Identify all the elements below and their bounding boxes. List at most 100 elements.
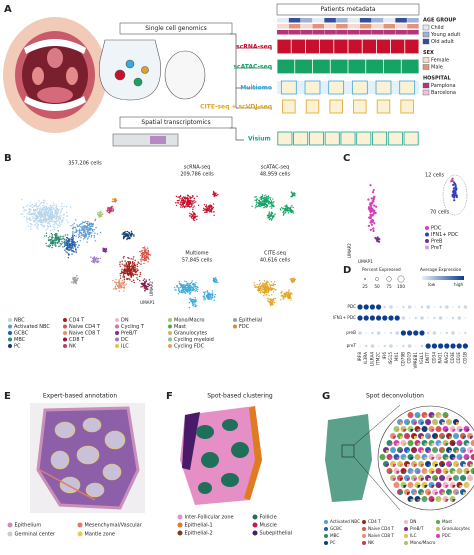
cell-point (33, 217, 36, 219)
size-tick: 50 (374, 284, 380, 289)
cell-point (212, 293, 214, 296)
cell-point (141, 283, 143, 286)
cell-point (125, 266, 127, 268)
spot-slice (400, 450, 403, 453)
cell-point (123, 278, 126, 281)
cell-point (51, 239, 53, 241)
dot (433, 316, 436, 320)
spot-slice (410, 443, 414, 446)
spot-slice (396, 429, 400, 432)
cell-point (290, 279, 292, 281)
cell-point (48, 219, 50, 221)
cell-point (135, 265, 137, 267)
cell-point (65, 211, 68, 214)
spot-slice (407, 436, 410, 439)
size-tick: 75 (386, 284, 392, 289)
sample-block (399, 80, 416, 95)
cell-point (37, 220, 39, 222)
legend-dot (115, 344, 119, 348)
legend-dot (404, 527, 408, 531)
cell-point (51, 235, 53, 237)
cell-point (145, 279, 147, 281)
cell-point (266, 280, 268, 283)
cell-point (73, 251, 75, 253)
cell-point (286, 295, 288, 298)
cell-point (451, 177, 454, 180)
cell-point (262, 286, 265, 289)
cell-point (75, 281, 77, 283)
cell-point (131, 268, 134, 270)
spot-slice (463, 436, 466, 439)
sample-block (390, 39, 405, 54)
cell-point (182, 291, 185, 293)
cell-point (262, 202, 264, 204)
cell-count: 357,206 cells (68, 161, 102, 167)
dot (357, 315, 363, 321)
spot-slice (403, 471, 407, 474)
cell-point (54, 212, 56, 214)
cell-point (86, 222, 88, 224)
cell-point (47, 237, 50, 239)
spot-slice (428, 492, 431, 495)
cell-point (193, 205, 195, 207)
cell-point (185, 291, 187, 293)
cell-point (25, 219, 28, 221)
metadata-strip (336, 24, 348, 29)
cell-point (261, 288, 263, 290)
cell-point (260, 289, 263, 292)
cell-point (253, 282, 255, 284)
spot-slice (463, 492, 466, 495)
panel-label: D (343, 265, 351, 276)
cell-point (111, 198, 114, 200)
dot (383, 344, 386, 348)
spot-slice (459, 471, 463, 474)
cell-point (59, 225, 61, 227)
dot (383, 305, 386, 309)
cell-point (291, 293, 293, 295)
sample-block (277, 131, 293, 146)
cell-point (285, 206, 287, 208)
cell-point (100, 215, 103, 218)
cell-point (74, 242, 77, 244)
cell-point (34, 219, 37, 222)
cell-point (68, 246, 71, 248)
cell-point (86, 238, 89, 240)
cell-point (193, 201, 195, 204)
cell-point (68, 253, 70, 255)
cell-point (208, 208, 210, 210)
spot-slice (431, 499, 435, 502)
cell-point (180, 284, 182, 287)
cell-point (124, 266, 126, 268)
dot (464, 317, 466, 319)
cell-point (194, 304, 197, 306)
spot-slice (421, 478, 424, 481)
cell-point (129, 262, 132, 264)
cell-point (147, 249, 149, 252)
legend-dot (177, 530, 183, 536)
cell-point (271, 294, 273, 296)
cell-point (29, 201, 32, 204)
cell-point (26, 221, 28, 224)
cell-point (125, 269, 127, 272)
cell-point (46, 218, 48, 220)
spot-slice (414, 436, 417, 439)
cell-count: 40,616 cells (260, 258, 291, 264)
dot (462, 343, 468, 349)
cell-point (186, 196, 189, 199)
cell-point (367, 224, 370, 227)
metadata-strip (336, 18, 348, 23)
cell-point (185, 205, 187, 207)
cell-point (266, 206, 268, 208)
cell-point (208, 292, 210, 294)
cell-point (147, 253, 149, 255)
cell-point (65, 240, 67, 242)
cell-point (72, 277, 74, 279)
cell-point (89, 222, 91, 225)
metadata-strip (359, 24, 372, 29)
cell-point (128, 261, 130, 263)
spot-slice (417, 457, 421, 460)
cell-point (269, 199, 272, 201)
cell-point (213, 190, 215, 193)
cell-point (257, 286, 260, 288)
cell-point (263, 280, 266, 282)
